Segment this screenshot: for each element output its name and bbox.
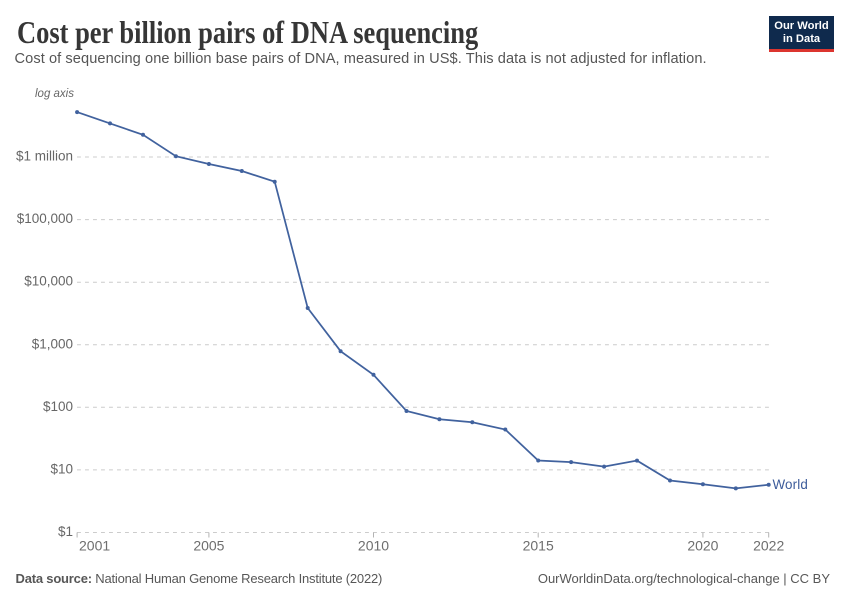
svg-text:$10: $10 [50, 461, 73, 476]
svg-text:$100,000: $100,000 [17, 211, 73, 226]
svg-text:$1 million: $1 million [16, 149, 73, 164]
svg-text:$1: $1 [58, 524, 73, 539]
svg-text:2020: 2020 [687, 538, 718, 554]
svg-text:$100: $100 [43, 399, 73, 414]
svg-text:$1,000: $1,000 [32, 336, 73, 351]
svg-text:2022: 2022 [753, 538, 784, 554]
svg-text:2015: 2015 [523, 538, 554, 554]
svg-text:World: World [773, 477, 808, 492]
svg-text:2001: 2001 [79, 538, 110, 554]
svg-text:2005: 2005 [193, 538, 224, 554]
svg-text:2010: 2010 [358, 538, 389, 554]
svg-text:$10,000: $10,000 [24, 274, 73, 289]
svg-text:log axis: log axis [35, 88, 74, 100]
